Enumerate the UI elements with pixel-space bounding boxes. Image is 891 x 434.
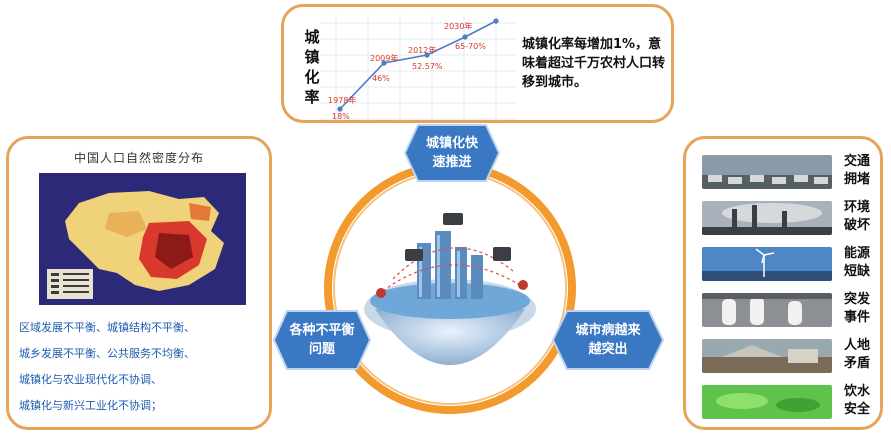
population-density-panel: 中国人口自然密度分布 区域发展不平衡、城镇结构不平衡、 城乡发展不平衡、公共服务… — [6, 136, 272, 430]
hexagon-label: 城市病越来越突出 — [575, 323, 641, 357]
chart-y-label: 城镇化率 — [304, 28, 320, 106]
hexagon-urban-problems: 城市病越来越突出 — [552, 310, 664, 370]
urbanization-chart-panel: 城镇化率 1978年 18% 2009年 — [281, 4, 674, 123]
imbalance-line: 区域发展不平衡、城镇结构不平衡、 — [19, 321, 195, 334]
chart-point-end — [493, 18, 499, 24]
china-population-map-image — [39, 173, 246, 305]
population-map-title: 中国人口自然密度分布 — [73, 151, 204, 165]
urbanization-line-chart: 1978年 18% 2009年 46% 2012年 52.57% 2030年 6… — [320, 15, 516, 121]
issue-item: 交通拥堵 — [702, 153, 882, 191]
issue-item: 环境破坏 — [702, 199, 882, 237]
city-globe-icon — [364, 213, 536, 365]
issue-label: 交通拥堵 — [844, 154, 871, 187]
imbalance-list: 区域发展不平衡、城镇结构不平衡、 城乡发展不平衡、公共服务不均衡、 城镇化与农业… — [19, 315, 271, 419]
water-photo-icon — [702, 385, 832, 419]
issue-label: 突发事件 — [844, 292, 871, 325]
issue-label: 环境破坏 — [844, 200, 871, 233]
wind-turbine-photo-icon — [702, 247, 832, 281]
issue-item: 饮水安全 — [702, 383, 882, 421]
issue-item: 突发事件 — [702, 291, 882, 329]
imbalance-line: 城乡发展不平衡、公共服务不均衡、 — [19, 347, 195, 360]
urbanization-description: 城镇化率每增加1%，意味着超过千万农村人口转移到城市。 — [522, 37, 666, 90]
imbalance-line: 城镇化与农业现代化不协调、 — [19, 373, 162, 386]
chart-year-label: 1978年 — [328, 95, 356, 105]
chart-point-1978 — [337, 106, 343, 112]
issue-label: 能源短缺 — [844, 246, 871, 279]
chart-year-label: 2030年 — [444, 21, 472, 31]
chart-value-label: 18% — [332, 112, 350, 121]
chart-value-label: 46% — [372, 74, 390, 83]
chart-point-2012 — [424, 52, 430, 58]
hexagon-urbanization-advance: 城镇化快速推进 — [404, 124, 500, 182]
imbalance-line: 城镇化与新兴工业化不协调； — [19, 399, 162, 412]
center-ring-illustration — [324, 162, 576, 414]
chart-point-2030 — [462, 34, 468, 40]
urban-problems-panel: 交通拥堵 环境破坏 能源短缺 突发事件 人地矛盾 饮水安全 — [683, 136, 883, 430]
hexagon-label: 各种不平衡问题 — [289, 323, 355, 357]
chart-year-label: 2009年 — [370, 53, 398, 63]
chart-points — [337, 18, 499, 112]
chart-value-label: 52.57% — [412, 62, 443, 71]
land-photo-icon — [702, 339, 832, 373]
issue-label: 人地矛盾 — [844, 338, 871, 371]
emergency-photo-icon — [702, 293, 832, 327]
issue-item: 能源短缺 — [702, 245, 882, 283]
chart-point-2009 — [381, 60, 387, 66]
traffic-photo-icon — [702, 155, 832, 189]
issue-label: 饮水安全 — [844, 384, 871, 417]
pollution-photo-icon — [702, 201, 832, 235]
chart-value-label: 65-70% — [455, 42, 486, 51]
chart-year-label: 2012年 — [408, 45, 436, 55]
issue-item: 人地矛盾 — [702, 337, 882, 375]
chart-grid — [320, 15, 516, 121]
hexagon-imbalance-issues: 各种不平衡问题 — [273, 310, 371, 370]
hexagon-label: 城镇化快速推进 — [425, 136, 478, 170]
